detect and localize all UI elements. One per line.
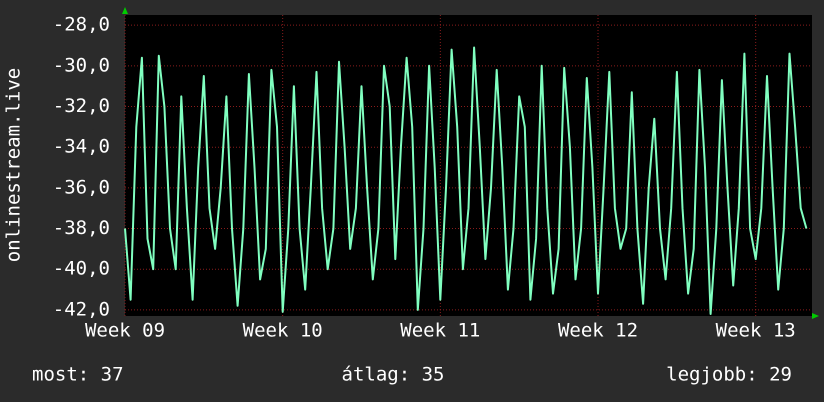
y-tick-label: -32,0 xyxy=(53,95,110,117)
y-tick-label: -34,0 xyxy=(53,136,110,158)
y-axis-label: onlinestream.live xyxy=(3,68,25,262)
y-tick-label: -36,0 xyxy=(53,176,110,198)
y-tick-label: -38,0 xyxy=(53,217,110,239)
x-tick-label: Week 13 xyxy=(716,320,796,342)
labels: -28,0 -30,0 -32,0 -34,0 -36,0 -38,0 -40,0 -42,0… xyxy=(32,14,796,386)
data-line xyxy=(124,46,808,315)
axis-arrow xyxy=(812,313,819,319)
x-tick-label: Week 10 xyxy=(243,320,323,342)
summary-stat: átlag: 35 xyxy=(342,364,445,386)
y-tick-label: -40,0 xyxy=(53,258,110,280)
x-tick-label: Week 09 xyxy=(85,320,165,342)
x-tick-label: Week 12 xyxy=(558,320,638,342)
y-tick-label: -30,0 xyxy=(53,54,110,76)
y-tick-label: -42,0 xyxy=(53,298,110,320)
x-tick-label: Week 11 xyxy=(400,320,480,342)
marks xyxy=(124,46,808,315)
summary-stat: legjobb: 29 xyxy=(666,364,792,386)
plot-area xyxy=(125,15,812,316)
summary-stat: most: 37 xyxy=(32,364,124,386)
axis-arrow xyxy=(122,7,128,14)
y-tick-label: -28,0 xyxy=(53,14,110,36)
